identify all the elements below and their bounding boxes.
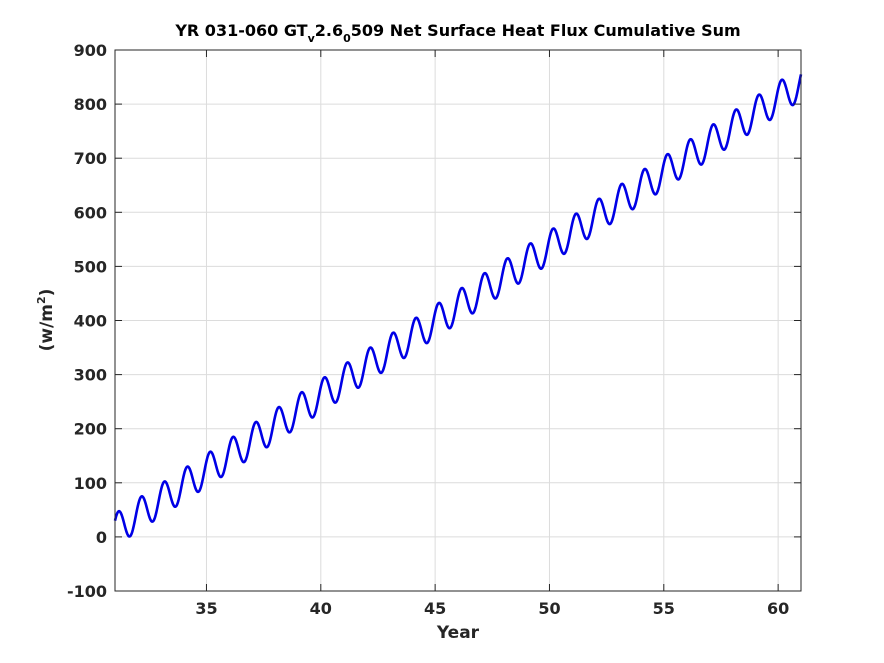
y-tick-label: 700 — [74, 149, 107, 168]
ylabel-sup: 2 — [35, 296, 48, 304]
y-tick-label: 400 — [74, 312, 107, 331]
series-layer — [113, 74, 803, 538]
title-sub1: v — [308, 32, 316, 45]
y-tick-label: 200 — [74, 420, 107, 439]
x-tick-label: 40 — [310, 599, 332, 618]
y-tick-label: -100 — [67, 582, 107, 601]
y-axis-label: (w/m2) — [35, 289, 57, 352]
series-line — [113, 74, 803, 538]
x-tick-label: 55 — [653, 599, 675, 618]
x-tick-label: 35 — [195, 599, 217, 618]
title-rest: 509 Net Surface Heat Flux Cumulative Sum — [351, 21, 741, 40]
y-tick-label: 0 — [96, 528, 107, 547]
x-tick-label: 60 — [767, 599, 789, 618]
x-tick-labels: 35 40 45 50 55 60 — [195, 599, 789, 618]
ylabel-close: ) — [37, 289, 57, 297]
title-main: YR 031-060 GT — [174, 21, 307, 40]
tick-marks — [115, 49, 801, 592]
x-axis-label: Year — [436, 623, 480, 643]
y-tick-label: 800 — [74, 95, 107, 114]
title-sub2: 0 — [343, 32, 351, 45]
x-tick-label: 50 — [538, 599, 560, 618]
x-tick-label: 45 — [424, 599, 446, 618]
title-mid: 2.6 — [315, 21, 343, 40]
y-tick-label: 900 — [74, 41, 107, 60]
ylabel-base: (w/m — [37, 304, 57, 351]
chart-title: YR 031-060 GTv2.60509 Net Surface Heat F… — [174, 21, 740, 45]
y-tick-label: 300 — [74, 366, 107, 385]
y-tick-label: 600 — [74, 203, 107, 222]
y-tick-label: 100 — [74, 474, 107, 493]
y-tick-labels: -100 0 100 200 300 400 500 600 700 800 900 — [67, 41, 107, 601]
y-tick-label: 500 — [74, 257, 107, 276]
